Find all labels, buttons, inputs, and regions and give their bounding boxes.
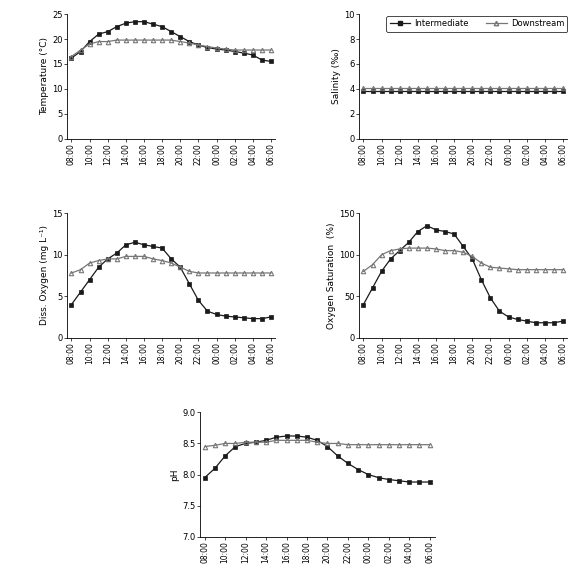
Y-axis label: Oxygen Saturation  (%): Oxygen Saturation (%) xyxy=(327,222,336,329)
Y-axis label: Salinity (‰): Salinity (‰) xyxy=(332,48,342,105)
Y-axis label: Temperature (°C): Temperature (°C) xyxy=(41,37,49,115)
Y-axis label: Diss. Oxygen (mg L⁻¹): Diss. Oxygen (mg L⁻¹) xyxy=(41,225,49,325)
Legend: Intermediate, Downstream: Intermediate, Downstream xyxy=(386,16,567,32)
Y-axis label: pH: pH xyxy=(171,468,179,481)
